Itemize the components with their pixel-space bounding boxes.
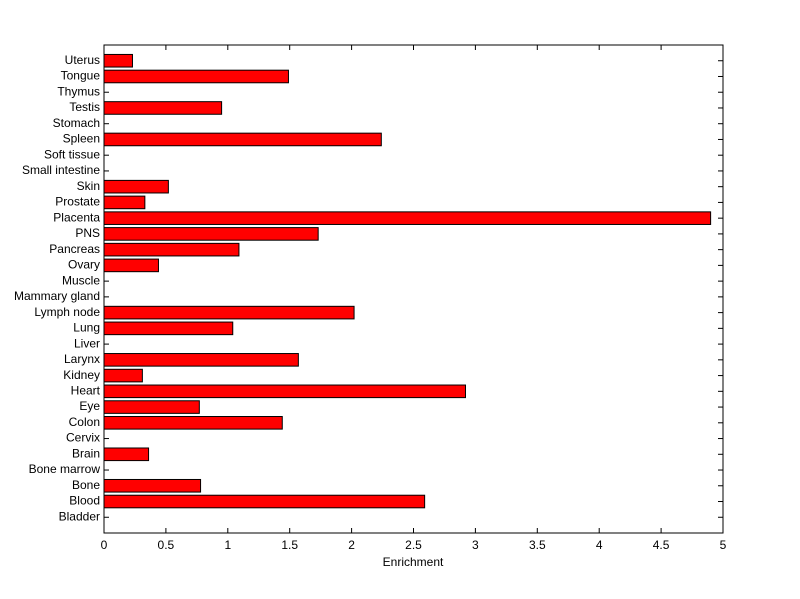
x-axis-label: Enrichment (383, 555, 444, 569)
y-tick-label: Bone (72, 478, 100, 492)
x-tick-label: 2 (348, 538, 355, 552)
y-tick-label: Spleen (63, 132, 100, 146)
bar (103, 195, 146, 210)
bar (103, 416, 283, 430)
bar (103, 258, 159, 273)
y-tick-label: Soft tissue (44, 147, 100, 161)
y-tick-label: Eye (79, 399, 100, 413)
bar (103, 478, 202, 493)
y-tick-label: Pancreas (49, 242, 100, 256)
y-tick-label: Heart (71, 383, 101, 397)
x-tick-label: 0.5 (158, 538, 175, 552)
bar (103, 211, 712, 225)
bar (103, 69, 289, 84)
y-tick-label: Uterus (65, 53, 100, 67)
y-tick-label: Brain (72, 446, 100, 460)
x-tick-label: 3.5 (529, 538, 546, 552)
x-tick-label: 5 (720, 538, 727, 552)
x-tick-label: 3 (472, 538, 479, 552)
bar (103, 179, 169, 194)
bar (103, 321, 234, 336)
bar (103, 400, 200, 414)
bar (103, 101, 223, 115)
y-tick-label: PNS (75, 226, 100, 240)
bar (103, 353, 299, 367)
bar (103, 368, 143, 383)
y-tick-label: Kidney (63, 368, 100, 382)
y-tick-label: Colon (69, 415, 100, 429)
x-tick-label: 4.5 (653, 538, 670, 552)
y-tick-label: Muscle (62, 273, 100, 287)
y-tick-label: Placenta (53, 210, 100, 224)
x-tick-label: 1 (224, 538, 231, 552)
y-tick-label: Prostate (55, 195, 100, 209)
bar (103, 305, 355, 320)
y-tick-label: Stomach (53, 116, 100, 130)
y-tick-label: Liver (74, 336, 100, 350)
y-tick-label: Ovary (68, 258, 100, 272)
y-tick-label: Blood (69, 494, 100, 508)
bar (103, 494, 426, 509)
x-tick-label: 1.5 (281, 538, 298, 552)
y-tick-label: Mammary gland (14, 289, 100, 303)
y-tick-label: Bone marrow (29, 462, 101, 476)
y-tick-label: Small intestine (22, 163, 100, 177)
bar (103, 384, 466, 399)
y-tick-label: Cervix (66, 431, 100, 445)
y-tick-label: Tongue (61, 69, 101, 83)
y-tick-label: Thymus (57, 84, 100, 98)
bar (103, 227, 319, 241)
bar (103, 242, 240, 257)
x-tick-label: 0 (101, 538, 108, 552)
bar (103, 447, 150, 462)
bar (103, 132, 382, 147)
y-tick-label: Lung (73, 321, 100, 335)
y-tick-label: Larynx (64, 352, 100, 366)
y-tick-label: Testis (69, 100, 100, 114)
y-tick-label: Lymph node (34, 305, 100, 319)
x-tick-label: 2.5 (405, 538, 422, 552)
y-tick-label: Skin (77, 179, 100, 193)
x-tick-label: 4 (596, 538, 603, 552)
bar (103, 53, 133, 68)
y-tick-label: Bladder (59, 509, 100, 523)
plot-frame (103, 44, 724, 534)
